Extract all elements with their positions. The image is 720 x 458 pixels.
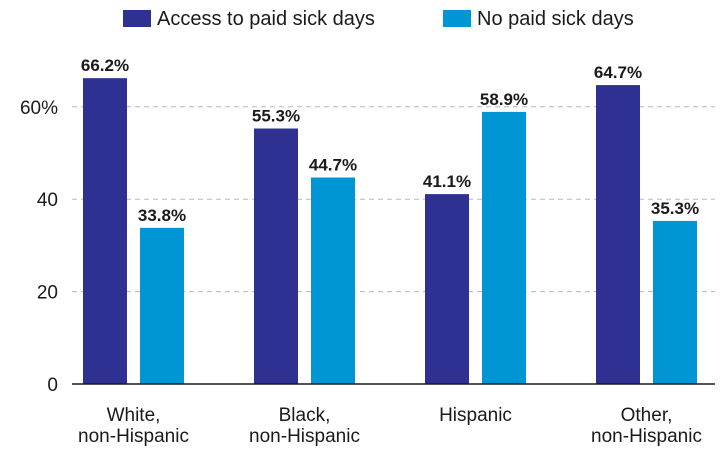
legend-label: No paid sick days <box>477 8 634 30</box>
bar <box>596 85 640 384</box>
bar <box>482 111 526 384</box>
y-tick-label: 40 <box>37 190 58 211</box>
y-tick-label: 60% <box>20 98 58 119</box>
data-label: 41.1% <box>423 172 471 191</box>
category-label-line: White, <box>107 405 161 426</box>
category-label-line: non-Hispanic <box>249 426 360 447</box>
data-label: 33.8% <box>138 206 186 225</box>
y-tick-label: 0 <box>47 375 58 396</box>
data-label: 55.3% <box>252 107 300 126</box>
category-label-line: Hispanic <box>439 405 512 426</box>
category-label: Hispanic <box>439 405 512 426</box>
category-label-line: non-Hispanic <box>591 426 702 447</box>
category-label: Black, non-Hispanic <box>249 405 360 447</box>
legend-label: Access to paid sick days <box>157 8 375 30</box>
bar <box>653 220 697 384</box>
category-label-line: Black, <box>279 405 331 426</box>
y-tick-label: 20 <box>37 283 58 304</box>
category-label: White, non-Hispanic <box>78 405 189 447</box>
legend-swatch <box>123 10 151 27</box>
data-label: 64.7% <box>594 63 642 82</box>
bar <box>83 78 127 384</box>
data-label: 58.9% <box>480 90 528 109</box>
category-label: Other, non-Hispanic <box>591 405 702 447</box>
data-label: 66.2% <box>81 56 129 75</box>
legend-swatch <box>443 10 471 27</box>
bars <box>83 78 697 384</box>
data-labels: 66.2% 55.3% 41.1% 64.7% 33.8% 44.7% 58.9% 35.3% <box>81 56 699 225</box>
bar <box>311 177 355 384</box>
data-label: 35.3% <box>651 199 699 218</box>
category-label-line: Other, <box>621 405 673 426</box>
bar <box>425 194 469 384</box>
data-label: 44.7% <box>309 155 357 174</box>
y-axis-ticks: 0 20 40 60% <box>20 98 58 396</box>
bar <box>140 227 184 384</box>
legend: Access to paid sick days No paid sick day… <box>123 8 634 30</box>
bar <box>254 128 298 384</box>
category-label-line: non-Hispanic <box>78 426 189 447</box>
